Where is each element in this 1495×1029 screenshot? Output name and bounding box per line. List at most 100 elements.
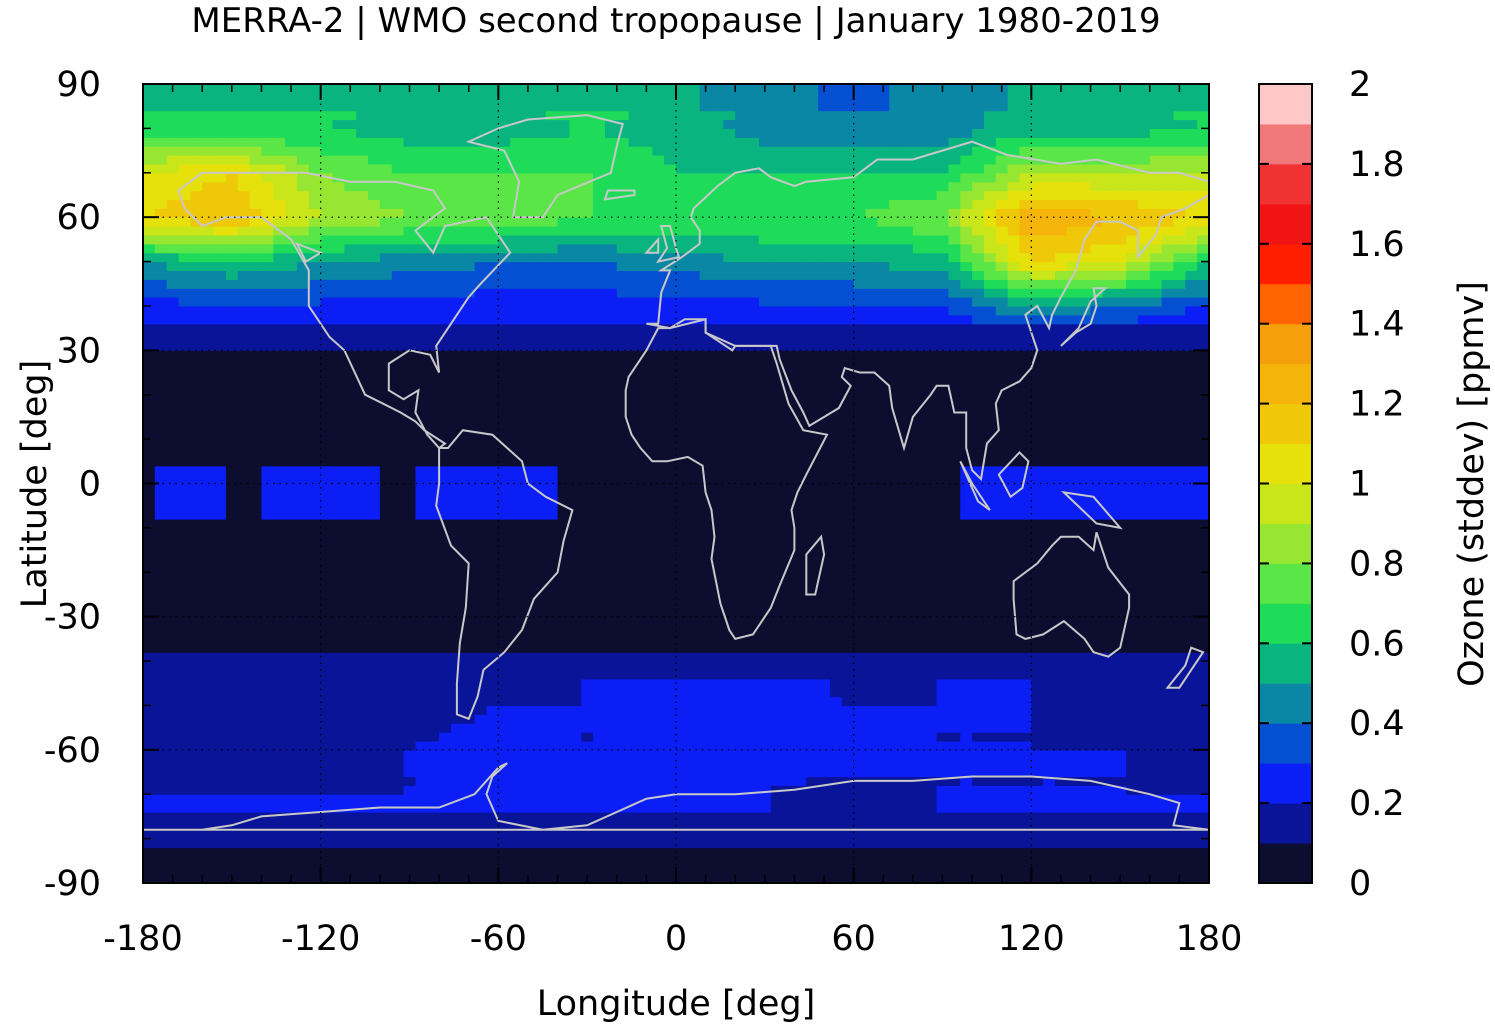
heatmap-cell [1114,776,1127,786]
heatmap-cell [1007,394,1021,405]
heatmap-cell [1173,838,1186,849]
heatmap-cell [948,447,961,458]
heatmap-cell [332,492,345,502]
heatmap-cell [1137,865,1151,875]
heatmap-cell [427,749,440,760]
heatmap-cell [782,536,796,547]
heatmap-cell [865,581,878,591]
heatmap-cell [320,820,334,831]
heatmap-cell [545,749,559,760]
heatmap-cell [308,705,322,715]
heatmap-cell [296,590,310,600]
heatmap-cell [604,430,618,440]
heatmap-cell [782,607,796,618]
heatmap-cell [1149,740,1163,751]
heatmap-cell [249,385,263,396]
heatmap-cell [664,661,677,671]
heatmap-cell [912,643,926,653]
heatmap-cell [877,714,890,724]
heatmap-cell [616,439,630,449]
heatmap-cell [983,723,997,733]
heatmap-cell [344,696,357,707]
heatmap-cell [379,820,393,831]
heatmap-cell [522,838,535,849]
heatmap-cell [415,678,428,689]
heatmap-cell [545,492,559,502]
heatmap-cell [450,572,464,582]
heatmap-cell [285,758,298,769]
heatmap-cell [723,732,736,742]
heatmap-cell [273,856,286,866]
heatmap-cell [1137,820,1151,831]
heatmap-cell [225,590,239,600]
heatmap-cell [782,439,796,449]
heatmap-cell [995,723,1009,733]
heatmap-cell [308,714,322,724]
heatmap-cell [806,545,819,556]
heatmap-cell [1185,456,1198,467]
heatmap-cell [936,527,950,538]
heatmap-cell [154,545,168,556]
heatmap-cell [143,598,156,609]
heatmap-cell [154,439,168,449]
heatmap-cell [924,767,938,778]
heatmap-cell [616,421,630,431]
heatmap-cell [166,652,180,662]
heatmap-cell [166,421,180,431]
heatmap-cell [924,563,938,573]
heatmap-cell [699,554,713,564]
heatmap-cell [154,430,168,440]
heatmap-cell [1161,820,1175,831]
heatmap-cell [581,785,594,795]
heatmap-cell [143,847,156,857]
heatmap-cell [356,820,369,831]
heatmap-cell [557,820,570,831]
heatmap-cell [320,811,334,822]
heatmap-cell [628,767,642,778]
heatmap-cell [273,581,286,591]
heatmap-cell [533,474,547,485]
heatmap-cell [1066,767,1080,778]
heatmap-cell [462,794,476,804]
heatmap-cell [379,687,393,698]
heatmap-cell [640,492,653,502]
heatmap-cell [249,874,263,883]
heatmap-cell [581,439,594,449]
heatmap-cell [557,785,570,795]
heatmap-cell [190,687,203,698]
heatmap-cell [758,714,772,724]
heatmap-cell [1019,510,1032,520]
heatmap-cell [522,687,535,698]
heatmap-cell [770,456,784,467]
heatmap-cell [1055,625,1068,636]
heatmap-cell [841,767,855,778]
heatmap-cell [427,492,440,502]
heatmap-cell [806,714,819,724]
heatmap-cell [948,732,961,742]
heatmap-cell [498,794,511,804]
heatmap-cell [723,803,736,813]
heatmap-cell [664,572,677,582]
heatmap-cell [806,838,819,849]
heatmap-cell [901,607,914,618]
heatmap-cell [1137,669,1151,680]
heatmap-cell [285,590,298,600]
heatmap-cell [427,625,440,636]
heatmap-cell [593,421,606,431]
heatmap-cell [403,723,417,733]
heatmap-cell [806,811,819,822]
heatmap-cell [427,545,440,556]
heatmap-cell [1185,652,1198,662]
heatmap-cell [403,732,417,742]
heatmap-cell [1090,767,1103,778]
heatmap-cell [154,385,168,396]
heatmap-cell [889,634,902,644]
heatmap-cell [711,749,724,760]
heatmap-cell [1043,758,1056,769]
heatmap-cell [202,661,215,671]
heatmap-cell [190,581,203,591]
heatmap-cell [995,572,1009,582]
heatmap-cell [758,652,772,662]
heatmap-cell [510,669,523,680]
heatmap-cell [273,803,286,813]
